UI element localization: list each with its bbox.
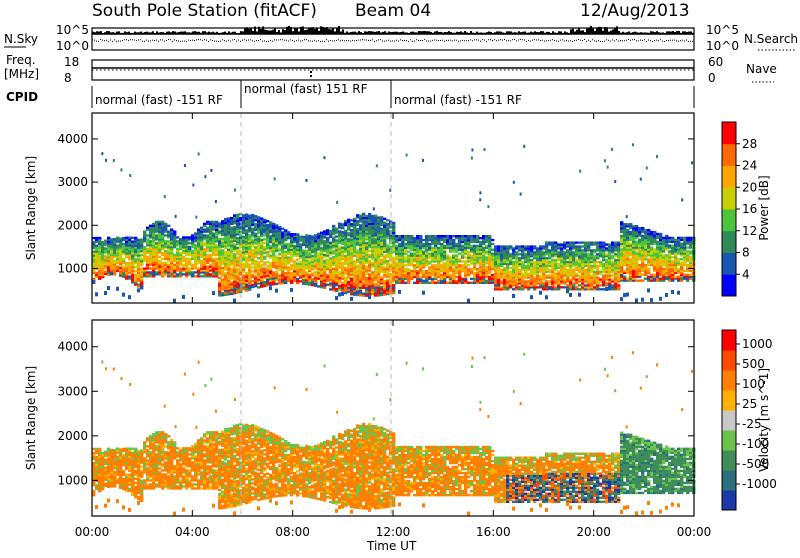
velocity-colorbar-tick-7: -1000 xyxy=(742,477,777,491)
velocity-colorbar-swatch-3 xyxy=(722,430,736,451)
power-colorbar-tick-4: 12 xyxy=(742,224,757,238)
nsky-tick-top: 10^5 xyxy=(56,23,89,37)
power-colorbar-swatch-1 xyxy=(722,253,736,275)
nave-tick-top: 60 xyxy=(708,55,723,69)
x-tick-label-2: 08:00 xyxy=(275,525,310,539)
power-ytick-label-1: 2000 xyxy=(57,218,88,232)
cpid-segment-3: normal (fast) -151 RF xyxy=(394,93,522,107)
power-colorbar-tick-1: 24 xyxy=(742,159,757,173)
x-tick-label-4: 16:00 xyxy=(476,525,511,539)
nave-label: Nave xyxy=(746,62,777,76)
power-colorbar-tick-5: 8 xyxy=(742,246,750,260)
power-colorbar-swatch-7 xyxy=(722,122,736,144)
x-tick-label-6: 00:00 xyxy=(677,525,712,539)
date-label: 12/Aug/2013 xyxy=(580,1,690,21)
velocity-ytick-label-3: 4000 xyxy=(57,340,88,354)
cpid-segment-1: normal (fast) -151 RF xyxy=(95,93,223,107)
velocity-colorbar-swatch-8 xyxy=(722,330,736,351)
velocity-colorbar-tick-0: 1000 xyxy=(742,337,773,351)
velocity-colorbar-swatch-6 xyxy=(722,370,736,391)
power-ytick-label-3: 4000 xyxy=(57,132,88,146)
velocity-colorbar-swatch-0 xyxy=(722,490,736,511)
power-colorbar-tick-6: 4 xyxy=(742,267,750,281)
cpid-label: CPID xyxy=(6,90,38,104)
beam-label: Beam 04 xyxy=(355,1,431,21)
nsearch-tick-bottom: 10^0 xyxy=(706,39,739,53)
power-colorbar-swatch-2 xyxy=(722,231,736,253)
x-tick-label-5: 20:00 xyxy=(576,525,611,539)
power-colorbar-swatch-4 xyxy=(722,187,736,209)
x-tick-label-1: 04:00 xyxy=(175,525,210,539)
power-ytick-label-0: 1000 xyxy=(57,261,88,275)
velocity-colorbar-swatch-5 xyxy=(722,390,736,411)
velocity-ylabel: Slant Range [km] xyxy=(24,366,38,470)
power-colorbar-swatch-3 xyxy=(722,209,736,231)
nsearch-label: N.Search xyxy=(744,32,798,46)
power-colorbar-swatch-5 xyxy=(722,166,736,188)
nsky-tick-bottom: 10^0 xyxy=(56,39,89,53)
power-colorbar-swatch-0 xyxy=(722,274,736,296)
velocity-colorbar-swatch-1 xyxy=(722,470,736,491)
freq-tick-bottom: 8 xyxy=(64,71,72,85)
velocity-colorbar-tick-3: 25 xyxy=(742,397,757,411)
cpid-segment-2: normal (fast) 151 RF xyxy=(244,82,368,96)
nsearch-tick-top: 10^5 xyxy=(706,23,739,37)
velocity-ytick-label-2: 3000 xyxy=(57,384,88,398)
power-colorbar xyxy=(722,122,736,297)
freq-unit-label: [MHz] xyxy=(4,67,39,81)
power-ylabel: Slant Range [km] xyxy=(24,156,38,260)
station-title: South Pole Station (fitACF) xyxy=(92,1,317,21)
power-colorbar-tick-3: 16 xyxy=(742,202,757,216)
velocity-colorbar xyxy=(722,330,736,511)
power-ytick-label-2: 3000 xyxy=(57,175,88,189)
velocity-ytick-label-1: 2000 xyxy=(57,429,88,443)
freq-tick-top: 18 xyxy=(64,55,79,69)
power-colorbar-tick-0: 28 xyxy=(742,137,757,151)
x-axis-label: Time UT xyxy=(366,539,417,553)
freq-label: Freq. xyxy=(6,53,36,67)
velocity-ytick-label-0: 1000 xyxy=(57,473,88,487)
velocity-colorbar-swatch-7 xyxy=(722,350,736,371)
x-tick-label-3: 12:00 xyxy=(376,525,411,539)
power-colorbar-tick-2: 20 xyxy=(742,180,757,194)
x-tick-label-0: 00:00 xyxy=(75,525,110,539)
nsky-label: N.Sky xyxy=(4,32,38,46)
velocity-colorbar-swatch-2 xyxy=(722,450,736,471)
nave-tick-bottom: 0 xyxy=(708,71,716,85)
power-colorbar-swatch-6 xyxy=(722,144,736,166)
velocity-colorbar-swatch-4 xyxy=(722,410,736,431)
power-colorbar-label: Power [dB] xyxy=(757,175,771,240)
velocity-colorbar-label: Velocity [m s^-1] xyxy=(757,368,771,472)
